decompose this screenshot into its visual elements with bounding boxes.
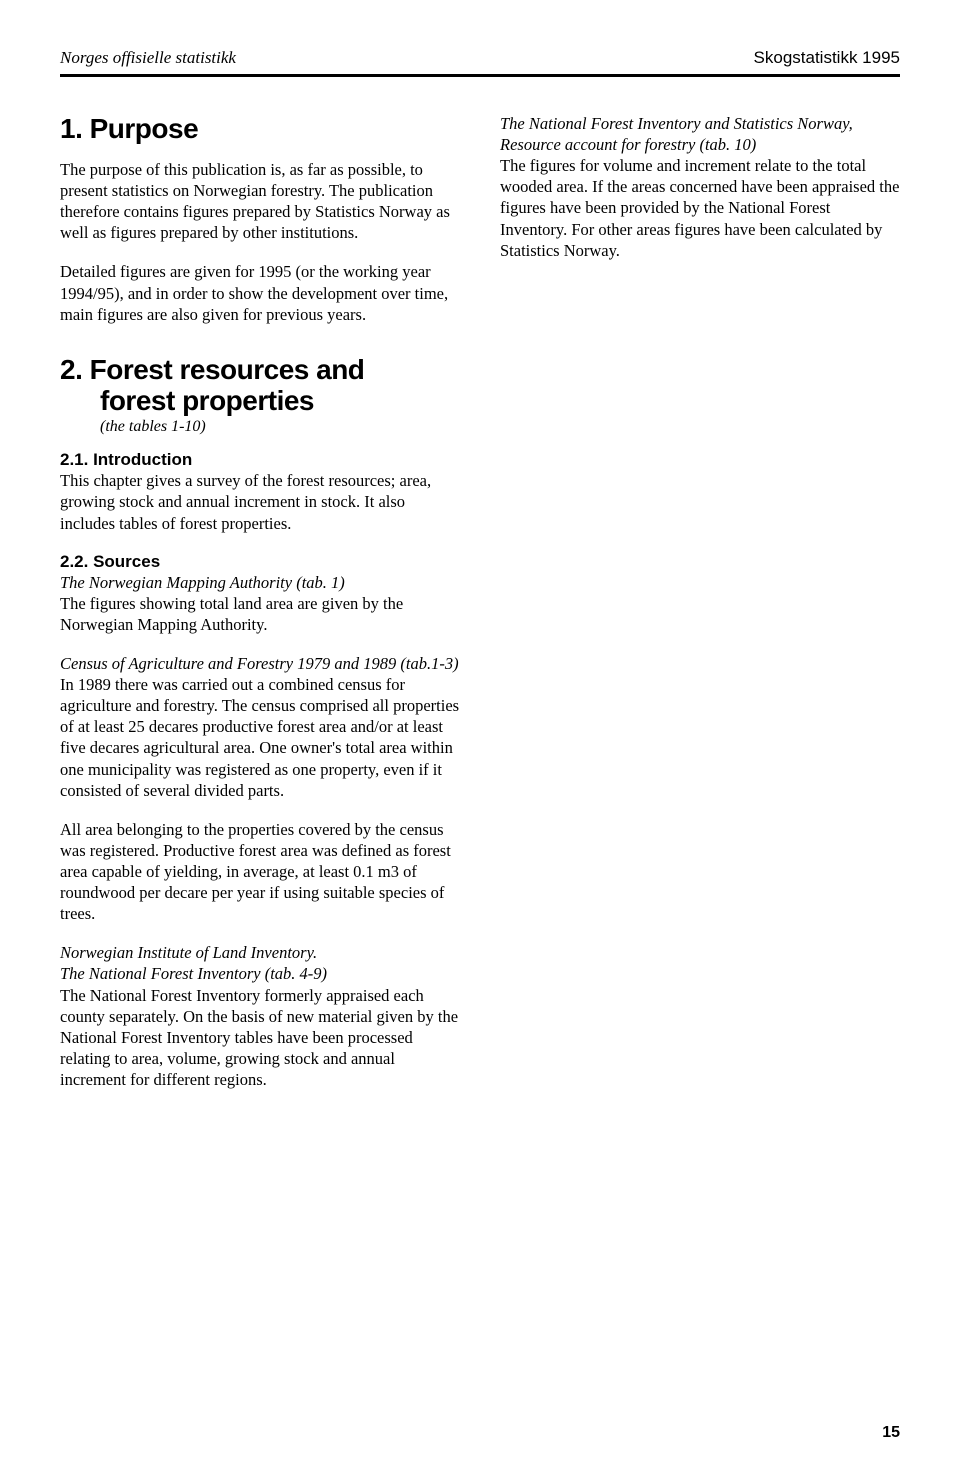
source-3-body: The National Forest Inventory formerly a…	[60, 985, 460, 1091]
section-2-title-line1: 2. Forest resources and	[60, 355, 460, 386]
section-2-subtitle: (the tables 1-10)	[100, 418, 460, 436]
source-3-title-line2: The National Forest Inventory (tab. 4-9)	[60, 963, 460, 984]
source-2-body-2: All area belonging to the properties cov…	[60, 819, 460, 925]
right-col-para: The National Forest Inventory and Statis…	[500, 113, 900, 261]
section-2-heading-block: 2. Forest resources and forest propertie…	[60, 355, 460, 437]
source-2-title: Census of Agriculture and Forestry 1979 …	[60, 653, 460, 674]
header-right: Skogstatistikk 1995	[754, 48, 900, 68]
section-2-1-para: This chapter gives a survey of the fores…	[60, 470, 460, 533]
source-2-body: In 1989 there was carried out a combined…	[60, 674, 460, 801]
right-col-body: The figures for volume and increment rel…	[500, 156, 899, 259]
section-1-para-2: Detailed figures are given for 1995 (or …	[60, 261, 460, 324]
left-column: 1. Purpose The purpose of this publicati…	[60, 113, 460, 1108]
header-rule	[60, 74, 900, 77]
section-2-title-line2: forest properties	[100, 386, 460, 417]
source-3-title-line1: Norwegian Institute of Land Inventory.	[60, 942, 460, 963]
section-2-1-heading: 2.1. Introduction	[60, 450, 460, 470]
header-left: Norges offisielle statistikk	[60, 48, 236, 68]
right-col-italic-lead: The National Forest Inventory and Statis…	[500, 114, 853, 154]
source-1-title: The Norwegian Mapping Authority (tab. 1)	[60, 572, 460, 593]
right-column: The National Forest Inventory and Statis…	[500, 113, 900, 1108]
section-1-title: 1. Purpose	[60, 113, 460, 145]
content-columns: 1. Purpose The purpose of this publicati…	[60, 113, 900, 1108]
source-1-body: The figures showing total land area are …	[60, 593, 460, 635]
page-number: 15	[882, 1424, 900, 1442]
page-header: Norges offisielle statistikk Skogstatist…	[60, 48, 900, 68]
section-2-2-heading: 2.2. Sources	[60, 552, 460, 572]
section-1-para-1: The purpose of this publication is, as f…	[60, 159, 460, 243]
